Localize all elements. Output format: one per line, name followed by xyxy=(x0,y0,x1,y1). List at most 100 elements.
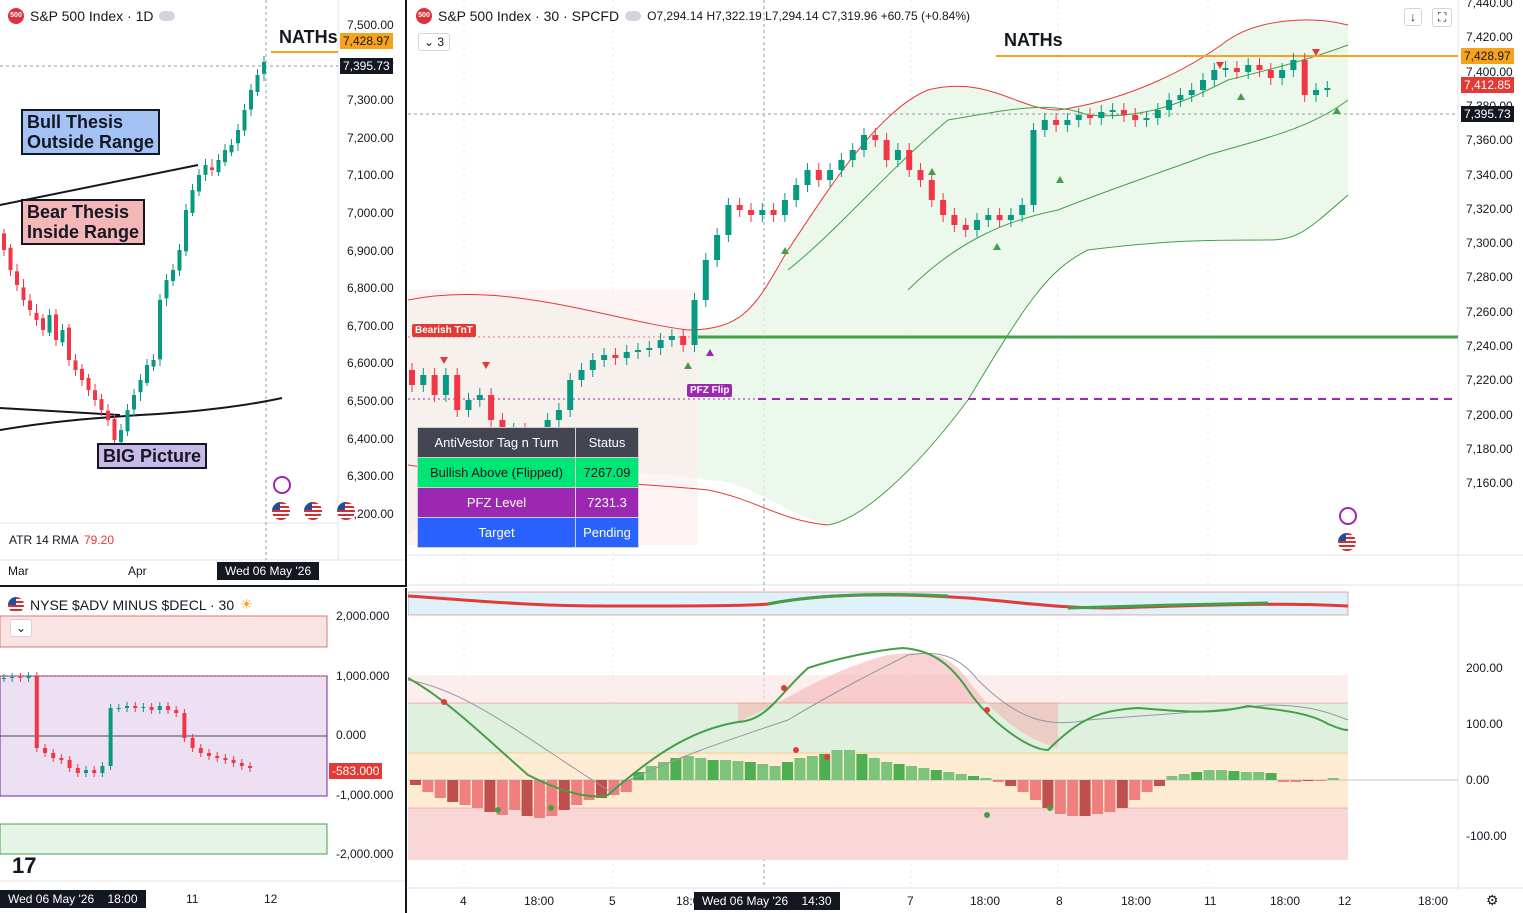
main-candle xyxy=(963,225,969,230)
table-header-cell: AntiVestor Tag n Turn xyxy=(418,428,576,458)
daily-candle xyxy=(230,145,234,152)
download-icon[interactable]: ↓ xyxy=(1404,8,1422,26)
main-date-cursor-time: 14:30 xyxy=(801,894,831,908)
main-candle xyxy=(1042,120,1048,130)
adv-candle xyxy=(125,706,129,708)
tradingview-logo-icon[interactable]: 17 xyxy=(12,853,36,879)
daily-candle xyxy=(48,315,52,333)
us-event-flag-icon[interactable] xyxy=(272,502,290,520)
adv-date-cursor-date: Wed 06 May '26 xyxy=(8,892,94,906)
daily-candle xyxy=(262,62,266,74)
current-price-tag: 7,412.85 xyxy=(1461,77,1514,93)
adv-candle xyxy=(215,756,219,758)
osc-bar xyxy=(1030,780,1041,800)
osc-bar xyxy=(794,758,805,780)
osc-bar xyxy=(435,780,446,798)
main-candle xyxy=(1098,112,1104,118)
daily-chart-pane[interactable]: 500 S&P 500 Index · 1D NATHs 7,500.007,4… xyxy=(0,0,407,587)
osc-value-tick: 100.00 xyxy=(1466,717,1503,731)
main-candle xyxy=(838,160,844,170)
main-candle xyxy=(1257,65,1263,70)
main-candle xyxy=(1223,68,1229,70)
daily-price-tick: 7,500.00 xyxy=(347,18,394,32)
main-candle xyxy=(556,410,562,420)
main-candle xyxy=(725,205,731,235)
main-candle xyxy=(1019,205,1025,215)
daily-price-tick: 7,000.00 xyxy=(347,206,394,220)
main-candle xyxy=(466,400,472,410)
us-event-flag-icon[interactable] xyxy=(337,502,355,520)
main-candle xyxy=(793,185,799,200)
adv-candle xyxy=(248,766,252,768)
adv-date-cursor-time: 18:00 xyxy=(107,892,137,906)
osc-bar xyxy=(1067,780,1078,816)
daily-candle xyxy=(236,130,240,143)
daily-candle xyxy=(184,210,188,251)
main-candle xyxy=(985,215,991,220)
osc-bar xyxy=(1290,780,1301,782)
osc-bar xyxy=(782,762,793,780)
table-row: Target Pending xyxy=(418,518,639,548)
main-price-tick: 7,180.00 xyxy=(1466,442,1513,456)
big-picture-box: BIG Picture xyxy=(97,443,207,469)
daily-title[interactable]: S&P 500 Index · 1D xyxy=(30,8,153,24)
main-candle xyxy=(1290,60,1296,70)
main-header: 500 S&P 500 Index · 30 · SPCFD O7,294.14… xyxy=(416,8,970,24)
daily-candle xyxy=(106,411,110,420)
settings-gear-icon[interactable]: ⚙ xyxy=(1486,892,1499,909)
table-cell-value: Pending xyxy=(576,518,639,548)
lightning-icon[interactable] xyxy=(1339,507,1357,525)
osc-bar xyxy=(1241,772,1252,780)
main-candle xyxy=(1211,70,1217,80)
osc-bar xyxy=(807,756,818,780)
main-candle xyxy=(918,170,924,180)
adv-candle xyxy=(76,768,80,773)
adv-candle xyxy=(35,676,39,748)
main-candle xyxy=(1155,110,1161,118)
adv-decl-pane[interactable]: NYSE $ADV MINUS $DECL · 30 ☀ ⌄ 2,000.000… xyxy=(0,588,407,913)
main-candle xyxy=(714,235,720,260)
main-candle xyxy=(906,150,912,170)
main-candle xyxy=(771,210,777,215)
main-candle xyxy=(951,215,957,225)
daily-candle xyxy=(67,328,71,360)
daily-price-tick: 7,100.00 xyxy=(347,168,394,182)
lightning-icon[interactable] xyxy=(273,476,291,494)
bull-thesis-box: Bull Thesis Outside Range xyxy=(21,109,160,155)
visibility-toggle-icon[interactable] xyxy=(625,11,641,21)
main-date-tick: 5 xyxy=(609,894,616,908)
adv-candle xyxy=(166,706,170,710)
main-title[interactable]: S&P 500 Index · 30 · SPCFD xyxy=(438,8,619,24)
main-price-tick: 7,320.00 xyxy=(1466,202,1513,216)
us-event-flag-icon[interactable] xyxy=(1338,533,1356,551)
osc-bar xyxy=(943,772,954,780)
main-price-tick: 7,160.00 xyxy=(1466,476,1513,490)
indicator-toggle[interactable]: ⌄ 3 xyxy=(418,33,450,51)
main-candle xyxy=(759,210,765,215)
osc-bar xyxy=(918,768,929,780)
daily-chart[interactable] xyxy=(0,0,405,585)
visibility-toggle-icon[interactable] xyxy=(159,11,175,21)
osc-bar xyxy=(522,780,533,816)
table-header-cell: Status xyxy=(576,428,639,458)
main-date-tick: 7 xyxy=(907,894,914,908)
daily-price-tick: 6,400.00 xyxy=(347,432,394,446)
adv-candle xyxy=(150,707,154,710)
daily-candle xyxy=(22,287,26,300)
fullscreen-icon[interactable]: ⛶ xyxy=(1432,8,1452,27)
osc-bar xyxy=(931,770,942,780)
adv-title[interactable]: NYSE $ADV MINUS $DECL · 30 xyxy=(30,597,234,613)
adv-header: NYSE $ADV MINUS $DECL · 30 ☀ xyxy=(8,596,253,613)
adv-candle xyxy=(2,678,6,679)
main-candle xyxy=(669,336,675,340)
adv-decl-chart[interactable] xyxy=(0,588,405,913)
collapse-chevron-icon[interactable]: ⌄ xyxy=(10,619,32,637)
osc-bar xyxy=(534,780,545,818)
main-candle xyxy=(420,375,426,385)
osc-value-tick: 0.00 xyxy=(1466,773,1489,787)
main-date-cursor: Wed 06 May '26 14:30 xyxy=(694,892,840,910)
main-chart-pane[interactable]: 500 S&P 500 Index · 30 · SPCFD O7,294.14… xyxy=(408,0,1523,913)
osc-bar xyxy=(720,760,731,780)
osc-bar xyxy=(894,764,905,780)
main-candle xyxy=(884,140,890,160)
